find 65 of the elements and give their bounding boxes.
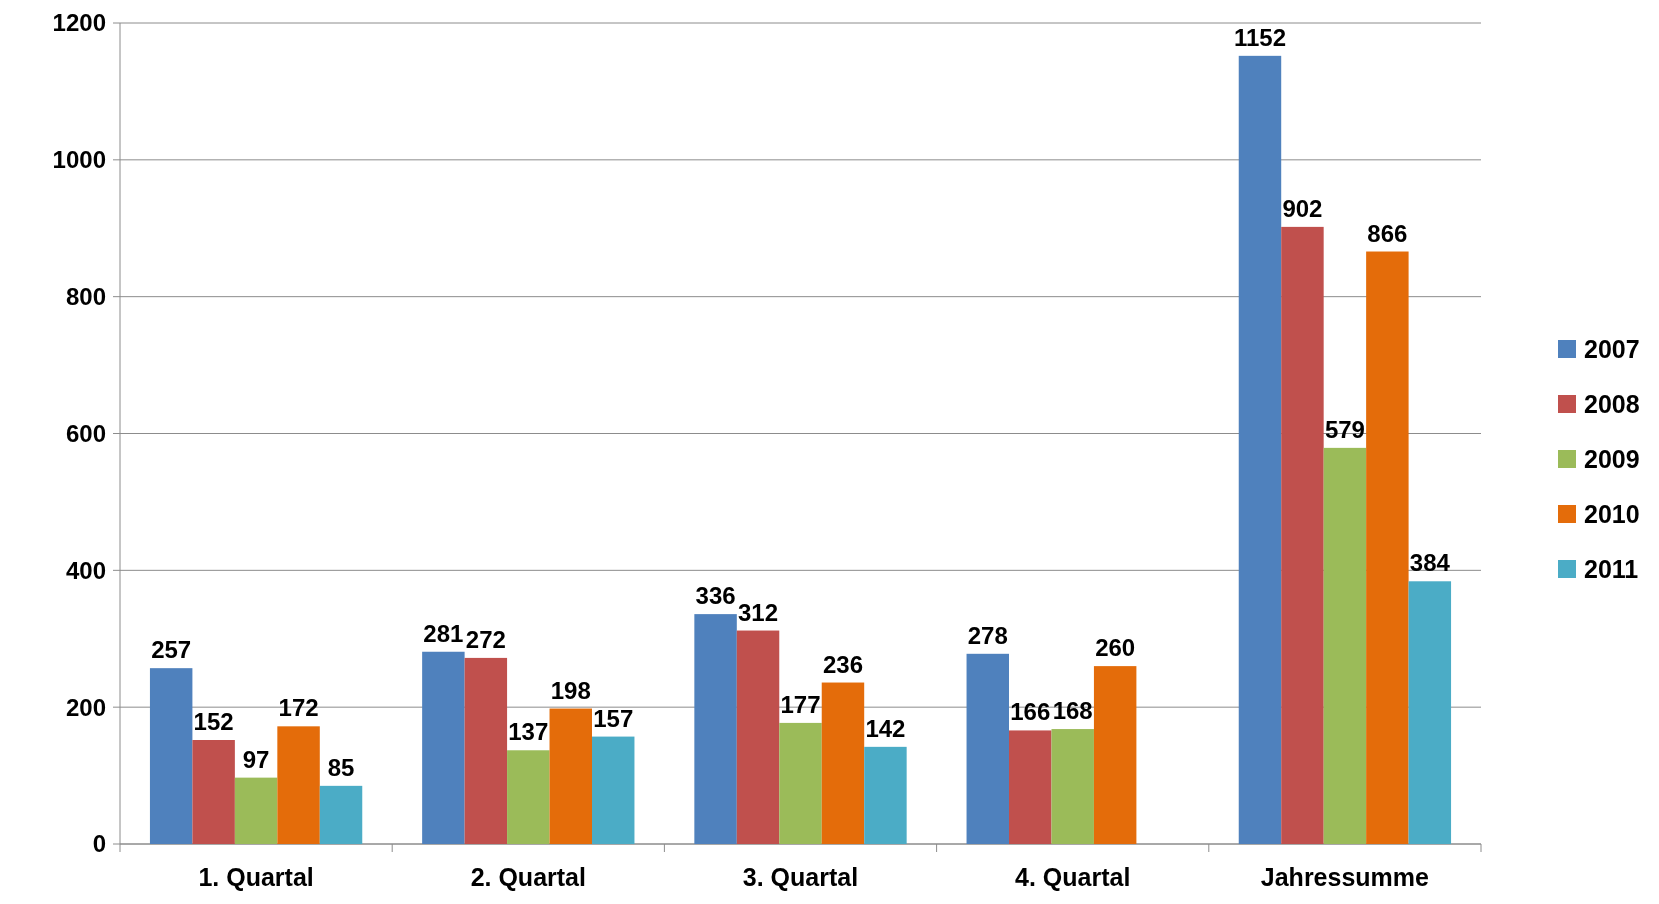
bar	[1238, 55, 1282, 844]
bar	[1093, 666, 1137, 844]
bar	[864, 746, 907, 844]
x-tick-label: 4. Quartal	[1015, 863, 1131, 891]
data-label: 272	[465, 625, 506, 653]
bar	[592, 736, 635, 844]
data-label: 312	[738, 598, 779, 626]
data-label: 168	[1052, 697, 1093, 725]
data-label: 142	[865, 714, 906, 742]
bar	[821, 682, 865, 844]
data-label: 257	[151, 636, 192, 664]
data-label: 866	[1367, 219, 1408, 247]
data-label: 260	[1095, 634, 1136, 662]
data-label: 579	[1324, 415, 1365, 443]
data-label: 198	[550, 676, 591, 704]
legend-label: 2009	[1584, 444, 1640, 473]
bar	[966, 653, 1010, 844]
y-tick-label: 800	[65, 283, 106, 311]
data-label: 137	[508, 718, 549, 746]
bar	[1051, 729, 1094, 844]
data-label: 152	[193, 708, 234, 736]
data-label: 166	[1010, 698, 1051, 726]
bar	[464, 657, 508, 844]
y-tick-label: 400	[65, 556, 106, 584]
bar	[1408, 581, 1452, 844]
bar	[779, 722, 822, 844]
bar	[694, 614, 737, 844]
bar	[507, 750, 550, 844]
bar	[149, 668, 193, 844]
data-label: 1152	[1233, 23, 1287, 51]
bar	[277, 726, 320, 844]
bar	[192, 740, 235, 844]
data-label: 384	[1409, 549, 1451, 577]
y-tick-label: 200	[65, 693, 106, 721]
bar	[549, 708, 592, 844]
legend-label: 2008	[1584, 389, 1640, 418]
bar	[422, 651, 465, 844]
data-label: 97	[242, 745, 270, 773]
x-tick-label: 3. Quartal	[742, 863, 859, 891]
y-tick-label: 1200	[52, 9, 106, 37]
data-label: 177	[780, 690, 821, 718]
y-tick-label: 0	[92, 830, 106, 858]
bar	[1323, 447, 1367, 844]
x-tick-label: 1. Quartal	[198, 863, 314, 891]
data-label: 85	[327, 753, 355, 781]
data-label: 281	[423, 619, 464, 647]
bar	[319, 785, 363, 844]
data-label: 157	[593, 704, 634, 732]
data-label: 336	[695, 582, 736, 610]
data-label: 236	[822, 650, 863, 678]
data-label: 278	[967, 621, 1008, 649]
data-label: 172	[278, 694, 319, 722]
bar	[234, 777, 278, 844]
y-tick-label: 600	[65, 419, 106, 447]
bar	[1366, 251, 1409, 844]
legend-label: 2010	[1584, 499, 1640, 528]
y-tick-label: 1000	[52, 146, 106, 174]
bar	[1009, 730, 1052, 844]
bar	[736, 630, 780, 844]
legend-label: 2007	[1584, 334, 1640, 363]
x-tick-label: Jahressumme	[1260, 863, 1430, 891]
bar	[1281, 226, 1324, 844]
legend-label: 2011	[1584, 554, 1639, 583]
data-label: 902	[1282, 194, 1323, 222]
x-tick-label: 2. Quartal	[470, 863, 586, 891]
